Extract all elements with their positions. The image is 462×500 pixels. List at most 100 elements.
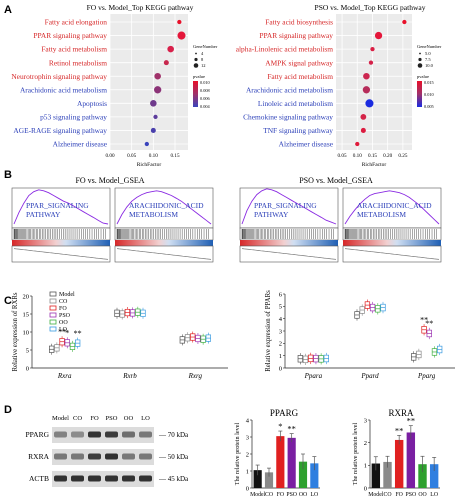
- significance-mark: *: [65, 329, 69, 338]
- gsea-hit-frame: [239, 227, 339, 241]
- wb-band: [139, 475, 152, 482]
- category-label: Chemokine signaling pathway: [243, 112, 333, 121]
- category-label: PPAR signaling pathway: [259, 31, 333, 40]
- kegg-pso-x-ticks: 0.05 0.10 0.15 0.20 0.25: [338, 153, 408, 159]
- rxr-boxplot: 0 5 10 15 20 Relative expression of RXRs Rxra *…: [12, 291, 228, 380]
- dot-point: [374, 31, 383, 40]
- y-tick-label: 6: [279, 291, 283, 298]
- dot-point: [163, 60, 169, 66]
- wb-row-label: ACTB: [29, 474, 49, 483]
- legend-color-tick: 0.015: [424, 80, 434, 85]
- gsea-gene-set-label: PPAR_SIGNALING: [254, 201, 317, 210]
- x-category-label: OO: [299, 492, 307, 498]
- legend-color-tick: 0.006: [200, 96, 211, 101]
- category-label: Alzheimer disease: [279, 140, 334, 149]
- gsea-pso-title: PSO vs. Model_GSEA: [299, 176, 373, 185]
- y-tick-label: 0: [279, 365, 282, 372]
- bar: [383, 461, 392, 488]
- kegg-pso-points: [355, 19, 407, 147]
- x-tick-label: 0.15: [368, 153, 377, 159]
- legend-label: LO: [59, 327, 68, 333]
- y-axis-label: The relative protein level: [352, 423, 359, 486]
- kegg-fo-points: [144, 19, 186, 147]
- wb-row-label: PPARG: [26, 430, 50, 439]
- y-tick-label: 5: [279, 304, 282, 311]
- dot-point: [153, 114, 158, 120]
- bar: [394, 439, 404, 488]
- wb-band: [105, 431, 118, 438]
- legend-color-tick: 0.005: [424, 104, 434, 109]
- significance-mark: **: [420, 315, 428, 324]
- gsea-es-frame: [114, 187, 214, 229]
- x-category-label: Pparg: [417, 372, 436, 380]
- category-label: Fatty acid biosynthesis: [265, 18, 333, 27]
- dot-point: [150, 100, 157, 107]
- dot-point: [362, 86, 371, 94]
- significance-mark: **: [58, 328, 66, 337]
- legend-label: CO: [59, 299, 68, 305]
- dot-point: [360, 113, 367, 120]
- x-tick-label: 0.15: [170, 153, 179, 159]
- dot-point: [154, 86, 162, 94]
- gsea-gene-set-label: PATHWAY: [26, 210, 61, 219]
- category-label: AGE-RAGE signaling pathway: [13, 126, 107, 135]
- kegg-pso-categories: Fatty acid biosynthesis PPAR signaling pa…: [236, 18, 334, 149]
- gsea-rank-bar: [12, 240, 110, 246]
- wb-kda-label: — 50 kDa: [158, 453, 189, 461]
- legend-color-tick: 0.010: [200, 80, 210, 85]
- legend-size-label: 5.0: [425, 51, 431, 56]
- gsea-gene-set-label: PATHWAY: [254, 210, 289, 219]
- y-tick-label: 4: [246, 417, 250, 424]
- legend-size-title: GeneNumber: [417, 44, 442, 49]
- y-tick-label: 1: [246, 468, 249, 475]
- y-tick-label: 2: [364, 440, 367, 447]
- gsea-gene-set-label: ARACHIDONIC_ACID: [129, 201, 204, 210]
- kegg-fo-gridlines: [109, 14, 188, 150]
- x-category-label: PSO: [406, 492, 417, 498]
- dot-point: [150, 127, 156, 133]
- legend-label: Model: [59, 292, 75, 298]
- x-tick-label: 0.05: [338, 153, 347, 159]
- x-category-label: PSO: [286, 492, 297, 498]
- y-axis-label: The relative protein level: [234, 423, 241, 486]
- rxra-barchart: RXRA 0 1 2 3 The relative protein level Model…: [352, 408, 440, 498]
- gsea-rank-bar: [115, 240, 213, 246]
- kegg-pso-gridlines: [336, 14, 412, 150]
- x-category-label: FO: [395, 492, 402, 498]
- gsea-es-curve: [116, 190, 212, 225]
- y-tick-label: 3: [364, 417, 367, 424]
- dot-point: [365, 99, 374, 108]
- gsea-gene-set-label: ARACHIDONIC_ACID: [357, 201, 432, 210]
- bar: [418, 464, 427, 488]
- dot-point: [370, 46, 375, 52]
- x-category-label: FO: [277, 492, 284, 498]
- dot-point: [355, 141, 360, 147]
- ppar-boxplot: 0 1 2 3 4 5 6 Relative expression of PPARs Ppara…: [265, 290, 455, 380]
- dot-point: [167, 45, 174, 53]
- x-category-label: Rxra: [57, 372, 72, 380]
- x-tick-label: 0.10: [353, 153, 362, 159]
- x-category-label: Model: [368, 492, 384, 498]
- x-category-label: Ppara: [304, 372, 323, 380]
- bar: [253, 470, 262, 488]
- y-tick-label: 2: [246, 451, 249, 458]
- wb-band: [54, 431, 67, 438]
- dot-point: [154, 72, 161, 80]
- wb-band: [88, 431, 101, 438]
- kegg-fo-x-ticks: 0.00 0.05 0.10 0.15: [105, 153, 179, 159]
- wb-band: [88, 475, 101, 482]
- gsea-fo-title: FO vs. Model_GSEA: [75, 176, 144, 185]
- bar: [264, 472, 274, 488]
- bar: [276, 436, 285, 488]
- legend-size-label: 12: [201, 63, 206, 68]
- wb-membrane: [52, 427, 154, 443]
- dot-point: [360, 127, 366, 133]
- dot-point: [363, 72, 370, 80]
- kegg-pso-xlabel: RichFactor: [362, 162, 387, 168]
- wb-band: [71, 475, 84, 482]
- kegg-pso-plot-area: [336, 14, 412, 150]
- y-tick-label: 1: [364, 463, 367, 470]
- wb-lane-label: FO: [90, 415, 99, 422]
- y-tick-label: 4: [279, 316, 283, 323]
